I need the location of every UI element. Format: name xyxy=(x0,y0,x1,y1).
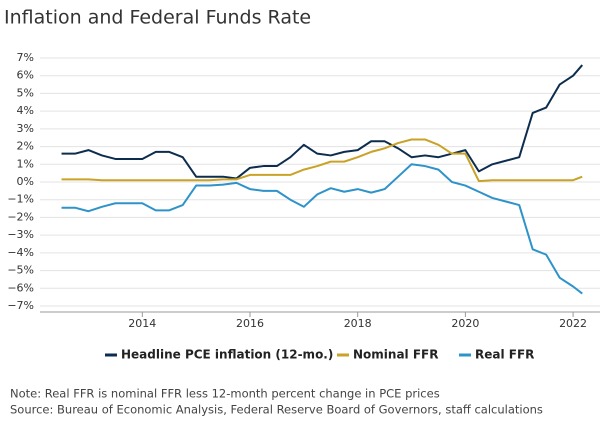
series-line xyxy=(61,138,583,183)
series-line xyxy=(61,163,583,295)
y-tick-label: −2% xyxy=(7,210,34,223)
x-tick-label: 2018 xyxy=(344,317,372,330)
legend-label: Real FFR xyxy=(475,348,534,362)
y-tick-label: −4% xyxy=(7,246,34,259)
y-tick-label: 4% xyxy=(17,104,34,117)
y-tick-label: −5% xyxy=(7,264,34,277)
y-tick-label: 3% xyxy=(17,122,34,135)
chart-title: Inflation and Federal Funds Rate xyxy=(4,7,311,29)
y-tick-label: 0% xyxy=(17,175,34,188)
y-tick-label: 1% xyxy=(17,157,34,170)
x-tick-label: 2022 xyxy=(559,317,587,330)
y-tick-label: 2% xyxy=(17,140,34,153)
note: Note: Real FFR is nominal FFR less 12-mo… xyxy=(10,387,440,401)
y-tick-label: −6% xyxy=(7,281,34,294)
y-tick-label: 7% xyxy=(17,51,34,64)
y-tick-label: −7% xyxy=(7,299,34,312)
series-line xyxy=(61,64,583,180)
legend-label: Headline PCE inflation (12-mo.) xyxy=(121,348,333,362)
y-tick-label: −3% xyxy=(7,228,34,241)
y-tick-label: 5% xyxy=(17,86,34,99)
y-tick-label: −1% xyxy=(7,193,34,206)
legend-label: Nominal FFR xyxy=(353,348,438,362)
x-tick-label: 2014 xyxy=(128,317,156,330)
x-tick-label: 2016 xyxy=(236,317,264,330)
x-tick-label: 2020 xyxy=(451,317,479,330)
y-tick-label: 6% xyxy=(17,69,34,82)
source: Source: Bureau of Economic Analysis, Fed… xyxy=(10,403,543,417)
